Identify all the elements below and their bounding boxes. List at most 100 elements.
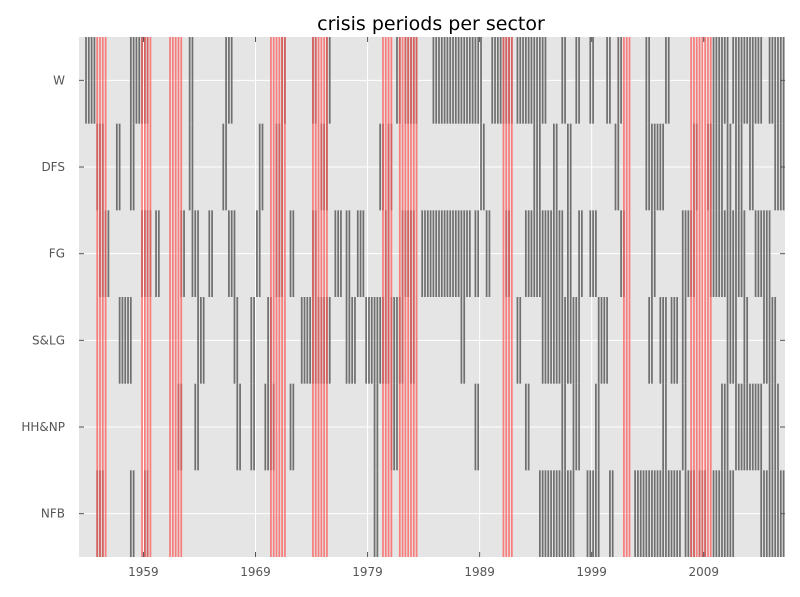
sector-bar	[721, 123, 723, 211]
sector-bar	[564, 297, 566, 384]
sector-bar	[289, 210, 292, 297]
sector-bar	[376, 470, 379, 557]
sector-bar	[356, 210, 359, 297]
sector-bar	[712, 37, 715, 124]
sector-bar	[561, 210, 564, 297]
crisis-bar	[690, 37, 693, 557]
sector-bar	[765, 210, 768, 297]
sector-bar	[536, 123, 538, 211]
sector-bar	[754, 210, 757, 297]
sector-bar	[474, 37, 477, 124]
sector-bar	[527, 37, 530, 124]
sector-bar	[746, 37, 749, 124]
sector-bar	[340, 210, 342, 297]
sector-bar	[729, 470, 732, 557]
sector-bar	[592, 470, 594, 557]
sector-bar	[396, 297, 398, 384]
crisis-bar	[146, 37, 149, 557]
crisis-bar	[326, 37, 328, 557]
sector-bar	[681, 297, 684, 384]
sector-bar	[749, 37, 751, 124]
sector-bar	[617, 123, 620, 211]
sector-bar	[370, 297, 373, 384]
sector-bar	[760, 210, 763, 297]
sector-bar	[578, 210, 580, 297]
x-tick-label: 1999	[576, 565, 607, 579]
sector-bar	[485, 210, 488, 297]
sector-bar	[656, 470, 659, 557]
sector-bar	[765, 470, 768, 557]
sector-bar	[667, 470, 670, 557]
sector-bar	[564, 470, 566, 557]
crisis-bar	[101, 37, 104, 557]
crisis-bar	[143, 37, 146, 557]
sector-bar	[662, 123, 664, 211]
sector-bar	[760, 470, 763, 557]
sector-bar	[191, 210, 194, 297]
x-tick-label: 1969	[240, 565, 271, 579]
sector-bar	[751, 37, 754, 124]
sector-bar	[715, 37, 718, 124]
sector-bar	[665, 37, 667, 124]
sector-bar	[303, 297, 306, 384]
crisis-bar	[104, 37, 107, 557]
sector-bar	[471, 37, 474, 124]
crisis-bar	[149, 37, 152, 557]
sector-bar	[681, 210, 684, 297]
sector-bar	[768, 470, 771, 557]
sector-bar	[777, 123, 779, 211]
sector-bar	[760, 37, 763, 124]
crisis-bar	[505, 37, 508, 557]
sector-bar	[648, 297, 650, 384]
sector-bar	[737, 383, 740, 471]
sector-bar	[743, 297, 746, 384]
sector-bar	[603, 297, 606, 384]
sector-bar	[567, 470, 569, 557]
sector-bar	[429, 210, 432, 297]
sector-bar	[121, 297, 124, 384]
sector-bar	[536, 210, 538, 297]
sector-bar	[679, 470, 681, 557]
crisis-bar	[323, 37, 326, 557]
sector-bar	[553, 210, 555, 297]
sector-bar	[115, 123, 118, 211]
sector-bar	[129, 470, 132, 557]
sector-bar	[309, 297, 311, 384]
sector-bar	[474, 383, 477, 471]
sector-bar	[530, 210, 533, 297]
sector-bar	[746, 383, 749, 471]
sector-bar	[659, 297, 662, 384]
sector-bar	[533, 210, 536, 297]
x-tick-label: 1979	[352, 565, 383, 579]
sector-bar	[569, 210, 572, 297]
sector-bar	[354, 297, 356, 384]
crisis-bar	[99, 37, 101, 557]
sector-bar	[757, 383, 760, 471]
sector-bar	[129, 297, 132, 384]
sector-bar	[670, 297, 673, 384]
sector-bar	[157, 210, 160, 297]
sector-bar	[721, 37, 723, 124]
crisis-bar	[180, 37, 183, 557]
sector-bar	[188, 37, 191, 124]
sector-bar	[396, 383, 398, 471]
sector-bar	[620, 37, 622, 124]
sector-bar	[684, 470, 687, 557]
sector-bar	[432, 37, 435, 124]
sector-bar	[191, 123, 194, 211]
sector-bar	[653, 470, 656, 557]
sector-bar	[519, 297, 522, 384]
sector-bar	[681, 383, 684, 471]
sector-bar	[463, 210, 466, 297]
sector-bar	[768, 383, 771, 471]
sector-bar	[597, 297, 600, 384]
sector-bar	[230, 37, 233, 124]
sector-bar	[617, 37, 620, 124]
sector-bar	[754, 37, 757, 124]
sector-bar	[345, 210, 348, 297]
sector-bar	[522, 37, 524, 124]
x-tick-label: 1989	[464, 565, 495, 579]
sector-bar	[202, 297, 205, 384]
sector-bar	[541, 210, 544, 297]
